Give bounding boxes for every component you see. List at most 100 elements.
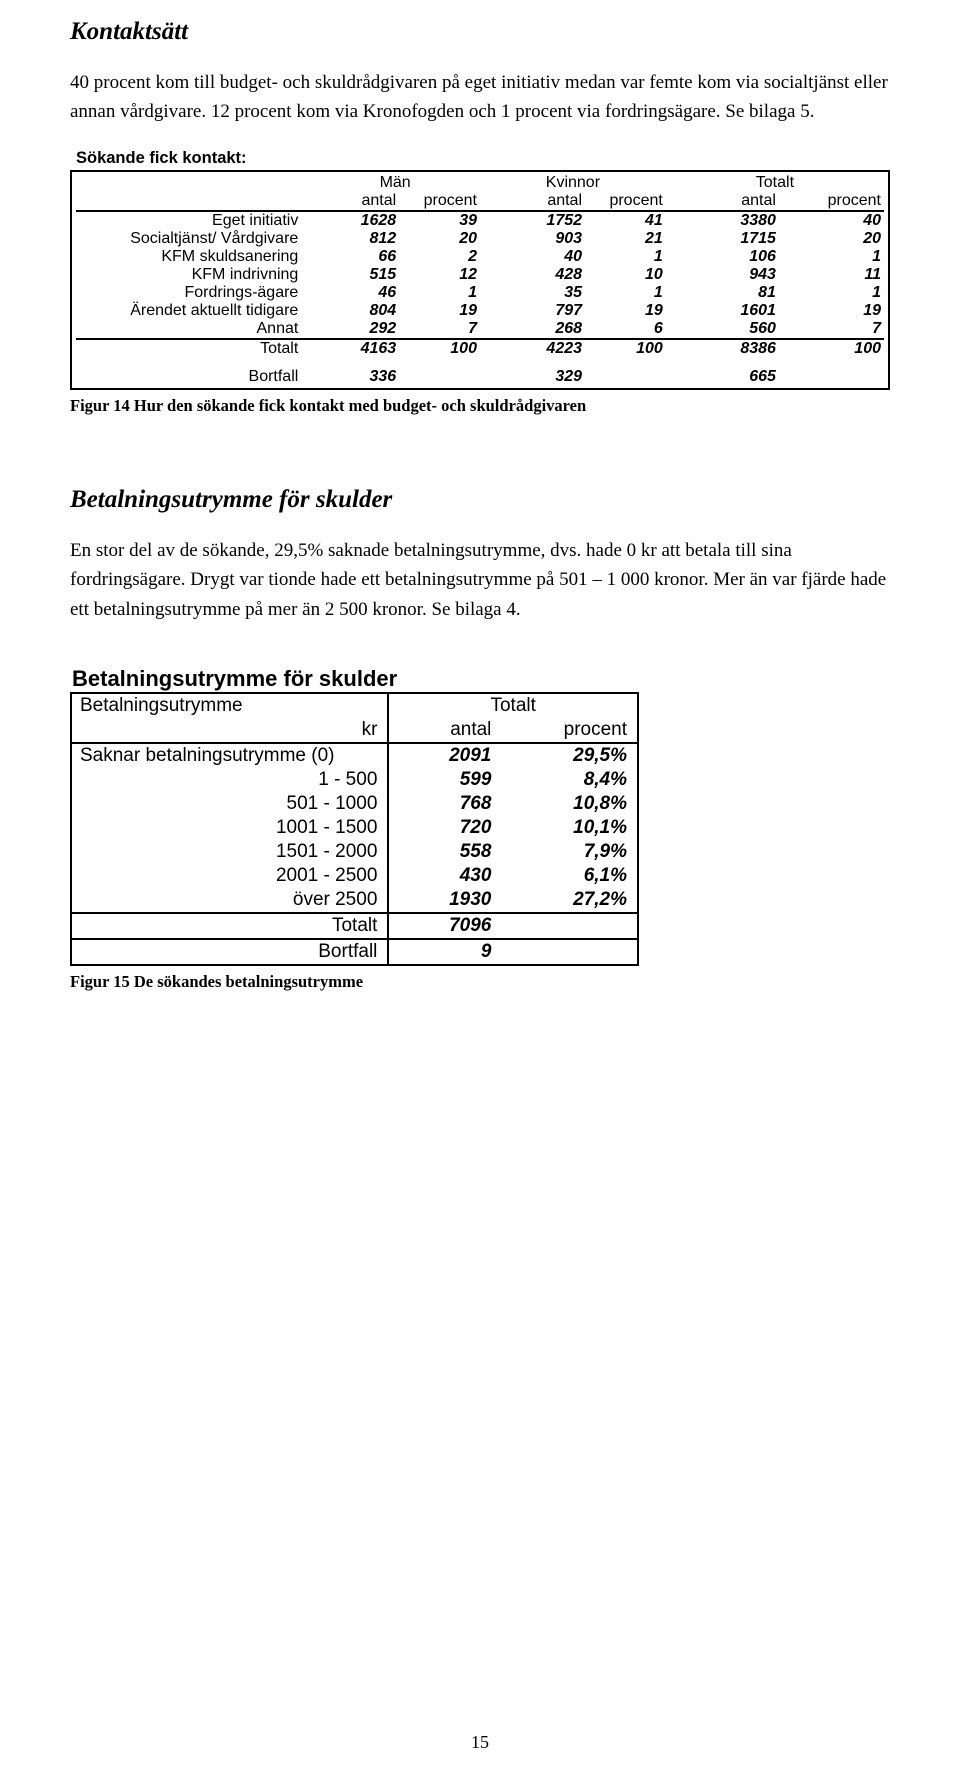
table-subcol-header: procent	[501, 718, 637, 743]
table-cell	[501, 913, 637, 939]
pay-table-title: Betalningsutrymme för skulder	[72, 666, 890, 692]
table-subcol-header: antal	[388, 718, 501, 743]
table-cell: 106	[666, 248, 779, 266]
contact-table-box: MänKvinnorTotaltantalprocentantalprocent…	[70, 170, 890, 390]
pay-table-box: BetalningsutrymmeTotaltkrantalprocentSak…	[70, 692, 639, 966]
figure15-caption: Figur 15 De sökandes betalningsutrymme	[70, 972, 890, 992]
paragraph-betalningsutrymme: En stor del av de sökande, 29,5% saknade…	[70, 536, 890, 624]
table-col-header: Betalningsutrymme	[72, 694, 388, 718]
table-cell: 329	[480, 368, 585, 386]
table-cell: 66	[310, 248, 399, 266]
table-cell: 100	[779, 339, 884, 358]
pay-table: BetalningsutrymmeTotaltkrantalprocentSak…	[72, 694, 637, 964]
table-cell: 6	[585, 320, 666, 339]
table-group-header: Män	[310, 174, 480, 192]
table-cell: 804	[310, 302, 399, 320]
table-cell: 7,9%	[501, 840, 637, 864]
table-cell: 2091	[388, 743, 501, 768]
table-cell: 943	[666, 266, 779, 284]
table-cell: 21	[585, 230, 666, 248]
table-cell: 1628	[310, 211, 399, 230]
table-cell: 430	[388, 864, 501, 888]
table-cell: 292	[310, 320, 399, 339]
table-cell: 903	[480, 230, 585, 248]
table-cell: 41	[585, 211, 666, 230]
table-subcol-header: antal	[480, 192, 585, 211]
table-cell: 4163	[310, 339, 399, 358]
heading-kontaktsatt: Kontaktsätt	[70, 18, 890, 46]
table-cell: 4223	[480, 339, 585, 358]
table-cell: 81	[666, 284, 779, 302]
table-cell: 7	[399, 320, 480, 339]
table-cell: 1930	[388, 888, 501, 913]
table-cell: 40	[779, 211, 884, 230]
table-cell: 1	[585, 284, 666, 302]
table-cell: 560	[666, 320, 779, 339]
table-cell: 1	[779, 248, 884, 266]
table-row-label: Fordrings-ägare	[76, 284, 310, 302]
table-cell: 39	[399, 211, 480, 230]
table-row-label: Ärendet aktuellt tidigare	[76, 302, 310, 320]
table-cell: 20	[399, 230, 480, 248]
table-row-label: KFM indrivning	[76, 266, 310, 284]
heading-betalningsutrymme: Betalningsutrymme för skulder	[70, 486, 890, 514]
table-row-label: Socialtjänst/ Vårdgivare	[76, 230, 310, 248]
table-cell: 10,8%	[501, 792, 637, 816]
table-cell: 1	[399, 284, 480, 302]
table-subcol-header: antal	[310, 192, 399, 211]
table-cell: 1	[585, 248, 666, 266]
table-cell: 11	[779, 266, 884, 284]
table-cell: 515	[310, 266, 399, 284]
table-subcol-header: procent	[399, 192, 480, 211]
table-cell: 1715	[666, 230, 779, 248]
table-cell: 720	[388, 816, 501, 840]
table-cell: 27,2%	[501, 888, 637, 913]
contact-table: MänKvinnorTotaltantalprocentantalprocent…	[76, 174, 884, 386]
table-cell: 1752	[480, 211, 585, 230]
paragraph-kontaktsatt: 40 procent kom till budget- och skuldråd…	[70, 68, 890, 127]
table-row-label: Saknar betalningsutrymme (0)	[72, 743, 388, 768]
table-cell	[585, 368, 666, 386]
table-cell	[501, 939, 637, 964]
table-group-header: Totalt	[666, 174, 884, 192]
table-cell: 7	[779, 320, 884, 339]
table-cell: 8,4%	[501, 768, 637, 792]
table-bortfall-label: Bortfall	[72, 939, 388, 964]
page-number: 15	[0, 1732, 960, 1753]
table-subcol-header: procent	[779, 192, 884, 211]
table-cell: 558	[388, 840, 501, 864]
table-cell: 428	[480, 266, 585, 284]
table-subcol-header: kr	[72, 718, 388, 743]
table-row-label: KFM skuldsanering	[76, 248, 310, 266]
table-cell: 20	[779, 230, 884, 248]
table-cell: 797	[480, 302, 585, 320]
table-row-label: 1501 - 2000	[72, 840, 388, 864]
table-row-label: över 2500	[72, 888, 388, 913]
table-cell: 768	[388, 792, 501, 816]
table-subcol-header: procent	[585, 192, 666, 211]
table-cell: 268	[480, 320, 585, 339]
table-cell: 10,1%	[501, 816, 637, 840]
table-bortfall-label: Bortfall	[76, 368, 310, 386]
table-col-header: Totalt	[388, 694, 637, 718]
table-cell	[779, 368, 884, 386]
table-cell: 100	[399, 339, 480, 358]
table-cell: 336	[310, 368, 399, 386]
table-row-label: 1001 - 1500	[72, 816, 388, 840]
table-row-label: 1 - 500	[72, 768, 388, 792]
table-cell: 665	[666, 368, 779, 386]
table-cell: 2	[399, 248, 480, 266]
table-cell: 599	[388, 768, 501, 792]
table-cell: 10	[585, 266, 666, 284]
table-row-label: Annat	[76, 320, 310, 339]
table-cell: 40	[480, 248, 585, 266]
table-cell: 12	[399, 266, 480, 284]
table-group-header: Kvinnor	[480, 174, 666, 192]
table-total-label: Totalt	[72, 913, 388, 939]
table-cell: 29,5%	[501, 743, 637, 768]
table-cell: 19	[779, 302, 884, 320]
table-cell: 35	[480, 284, 585, 302]
table-cell	[399, 368, 480, 386]
table-cell: 19	[585, 302, 666, 320]
table-cell: 1	[779, 284, 884, 302]
